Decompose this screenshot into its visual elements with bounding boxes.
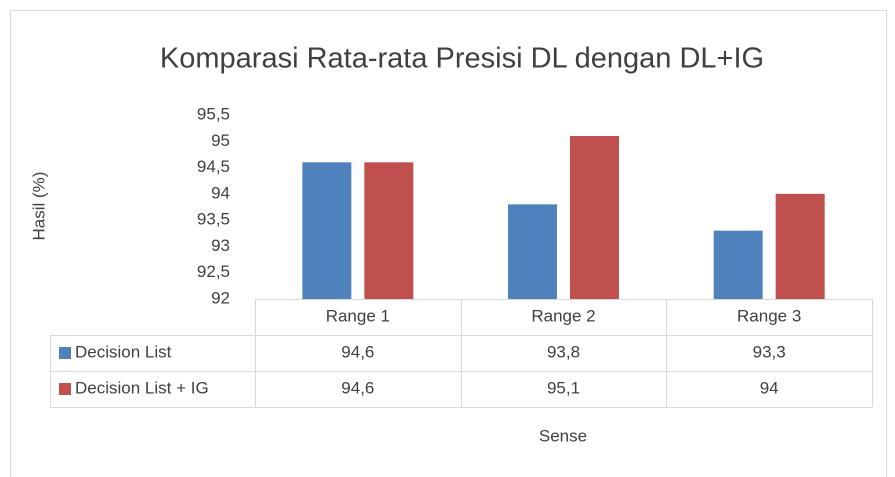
legend-label: Decision List + IG bbox=[75, 378, 209, 397]
y-axis-label: Hasil (%) bbox=[29, 172, 48, 241]
y-tick-label: 92 bbox=[211, 288, 230, 307]
table-value: 93,3 bbox=[753, 342, 786, 361]
table-value: 95,1 bbox=[547, 378, 580, 397]
y-tick-label: 95 bbox=[211, 131, 230, 150]
bar bbox=[508, 204, 557, 299]
x-axis-label: Sense bbox=[539, 426, 587, 445]
bar bbox=[570, 136, 619, 299]
y-tick-label: 94 bbox=[211, 183, 230, 202]
x-tick-label: Range 1 bbox=[326, 306, 390, 325]
bar bbox=[302, 162, 352, 299]
bar bbox=[713, 230, 763, 299]
table-value: 93,8 bbox=[547, 342, 580, 361]
x-tick-label: Range 2 bbox=[531, 306, 595, 325]
chart-title: Komparasi Rata-rata Presisi DL dengan DL… bbox=[160, 43, 764, 75]
y-tick-label: 92,5 bbox=[197, 262, 230, 281]
x-tick-label: Range 3 bbox=[737, 306, 801, 325]
legend-key bbox=[59, 347, 71, 359]
y-tick-label: 94,5 bbox=[197, 157, 230, 176]
y-tick-label: 93,5 bbox=[197, 210, 230, 229]
y-tick-label: 93 bbox=[211, 236, 230, 255]
legend-label: Decision List bbox=[75, 342, 172, 361]
bar bbox=[364, 162, 414, 299]
table-value: 94,6 bbox=[341, 378, 374, 397]
bar bbox=[775, 193, 825, 299]
y-tick-label: 95,5 bbox=[197, 104, 230, 123]
table-value: 94 bbox=[760, 378, 779, 397]
table-value: 94,6 bbox=[341, 342, 374, 361]
legend-key bbox=[59, 383, 71, 395]
